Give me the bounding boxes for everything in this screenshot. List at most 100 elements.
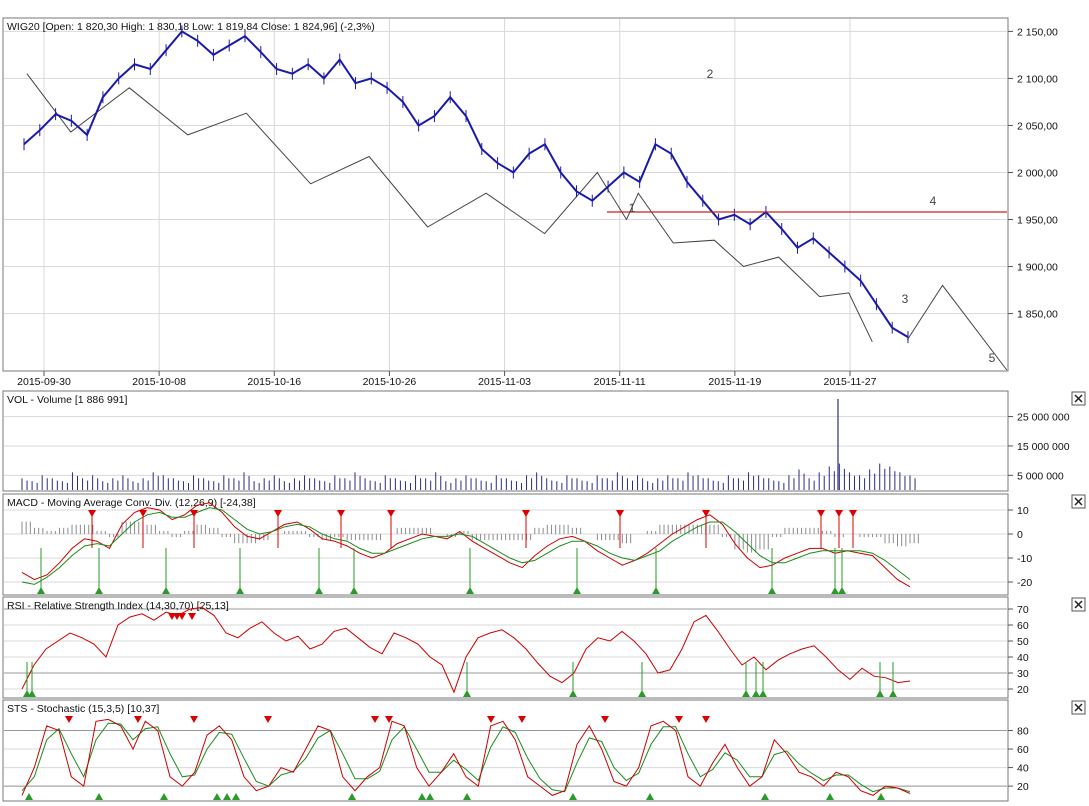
sell-signal-marker [702,510,710,517]
sts-grid [4,730,1007,787]
buy-signal-marker [160,793,168,800]
date-tick-label: 2015-11-19 [708,376,761,388]
wave-label: 5 [989,351,996,365]
wave-path [26,73,873,343]
date-tick-label: 2015-10-26 [363,376,417,388]
close-icon[interactable] [1074,600,1083,609]
wave-label: 2 [707,67,714,81]
wave-annotations: 1 2 3 4 5 [629,67,996,365]
rsi-panel-title: RSI - Relative Strength Index (14,30,70)… [7,600,229,612]
close-icon[interactable] [1074,703,1083,712]
sts-panel-frame [2,699,1009,802]
rsi-panel: RSI - Relative Strength Index (14,30,70)… [2,596,1086,699]
date-tick-label: 2015-10-16 [247,376,301,388]
buy-signal-marker [638,690,646,697]
rsi-panel-frame [2,596,1009,699]
sell-signal-marker [849,510,857,517]
macd-panel-title: MACD - Moving Average Conv. Div. (12,26,… [7,497,256,509]
buy-signal-marker [573,587,581,594]
volume-close-button[interactable] [1071,391,1086,406]
sts-close-button[interactable] [1071,700,1086,715]
buy-signal-marker [826,793,834,800]
sts-fast-line [21,718,911,796]
sts-y-axis: 20 40 60 80 [1008,726,1029,793]
date-tick-label: 2015-10-08 [132,376,186,388]
rsi-signals [23,613,897,697]
date-tick-label: 2015-11-27 [824,376,877,388]
buy-signal-marker [223,793,231,800]
buy-signal-marker [752,690,760,697]
rsi-tick-label: 60 [1017,620,1029,632]
macd-close-button[interactable] [1071,494,1086,509]
buy-signal-marker [768,587,776,594]
date-tick-label: 2015-11-03 [478,376,531,388]
sell-signal-marker [522,510,530,517]
macd-panel: MACD - Moving Average Conv. Div. (12,26,… [2,493,1086,596]
buy-signal-marker [350,587,358,594]
macd-tick-label: 0 [1017,529,1023,541]
volume-panel: VOL - Volume [1 886 991] 5 000 000 15 000… [2,390,1086,492]
rsi-tick-label: 20 [1017,684,1029,696]
buy-signal-marker [876,690,884,697]
rsi-grid [4,608,1007,690]
date-tick-label: 2015-11-11 [594,376,646,388]
price-tick-label: 2 000,00 [1017,167,1058,179]
buy-signal-marker [28,690,36,697]
buy-signal-marker [348,793,356,800]
sell-signal-marker [616,510,624,517]
price-series [23,25,909,344]
sell-signal-marker [178,613,186,620]
sts-panel: STS - Stochastic (15,3,5) [10,37] 20 40 60… [2,699,1086,802]
sts-signals [25,716,885,800]
sell-signal-marker [518,716,526,723]
sell-signal-marker [387,510,395,517]
buy-signal-marker [646,793,654,800]
macd-tick-label: 10 [1017,505,1029,517]
buy-signal-marker [463,793,471,800]
macd-signal-line [21,507,911,585]
sts-lines [21,718,911,796]
buy-signal-marker [25,793,33,800]
buy-signal-marker [426,793,434,800]
macd-lines [21,502,911,588]
close-icon[interactable] [1074,394,1083,403]
macd-signals [37,510,857,594]
price-tick-label: 1 850,00 [1017,309,1058,321]
sts-tick-label: 40 [1017,763,1029,775]
buy-signal-marker [759,690,767,697]
wave-line [26,73,1008,371]
price-tick-label: 2 100,00 [1017,73,1058,85]
rsi-tick-label: 30 [1017,668,1029,680]
sell-signal-marker [487,716,495,723]
price-panel-frame [2,17,1009,372]
macd-tick-label: -10 [1017,553,1032,565]
sell-signal-marker [835,510,843,517]
rsi-close-button[interactable] [1071,597,1086,612]
price-tick-label: 2 150,00 [1017,26,1058,38]
rsi-tick-label: 70 [1017,604,1029,616]
sell-signal-marker [88,510,96,517]
buy-signal-marker [37,587,45,594]
buy-signal-marker [213,793,221,800]
buy-signal-marker [95,587,103,594]
buy-signal-marker [569,793,577,800]
macd-y-axis: -20 -10 0 10 [1008,505,1032,589]
vol-tick-label: 15 000 000 [1017,441,1070,453]
wave-projection-path [906,284,1008,371]
sell-signal-marker [337,510,345,517]
volume-panel-title: VOL - Volume [1 886 991] [7,394,128,406]
vol-tick-label: 25 000 000 [1017,412,1070,424]
macd-line [21,502,911,588]
rsi-y-axis: 20 30 40 50 60 70 [1008,604,1029,696]
sell-signal-marker [817,510,825,517]
sell-signal-marker [385,716,393,723]
macd-histogram [21,521,919,553]
sts-tick-label: 20 [1017,781,1029,793]
close-icon[interactable] [1074,497,1083,506]
price-panel-title: WIG20 [Open: 1 820,30 High: 1 830,18 Low… [7,21,375,33]
buy-signal-marker [463,690,471,697]
price-panel: WIG20 [Open: 1 820,30 High: 1 830,18 Low… [2,17,1058,388]
date-tick-label: 2015-09-30 [17,376,71,388]
rsi-tick-label: 50 [1017,636,1029,648]
